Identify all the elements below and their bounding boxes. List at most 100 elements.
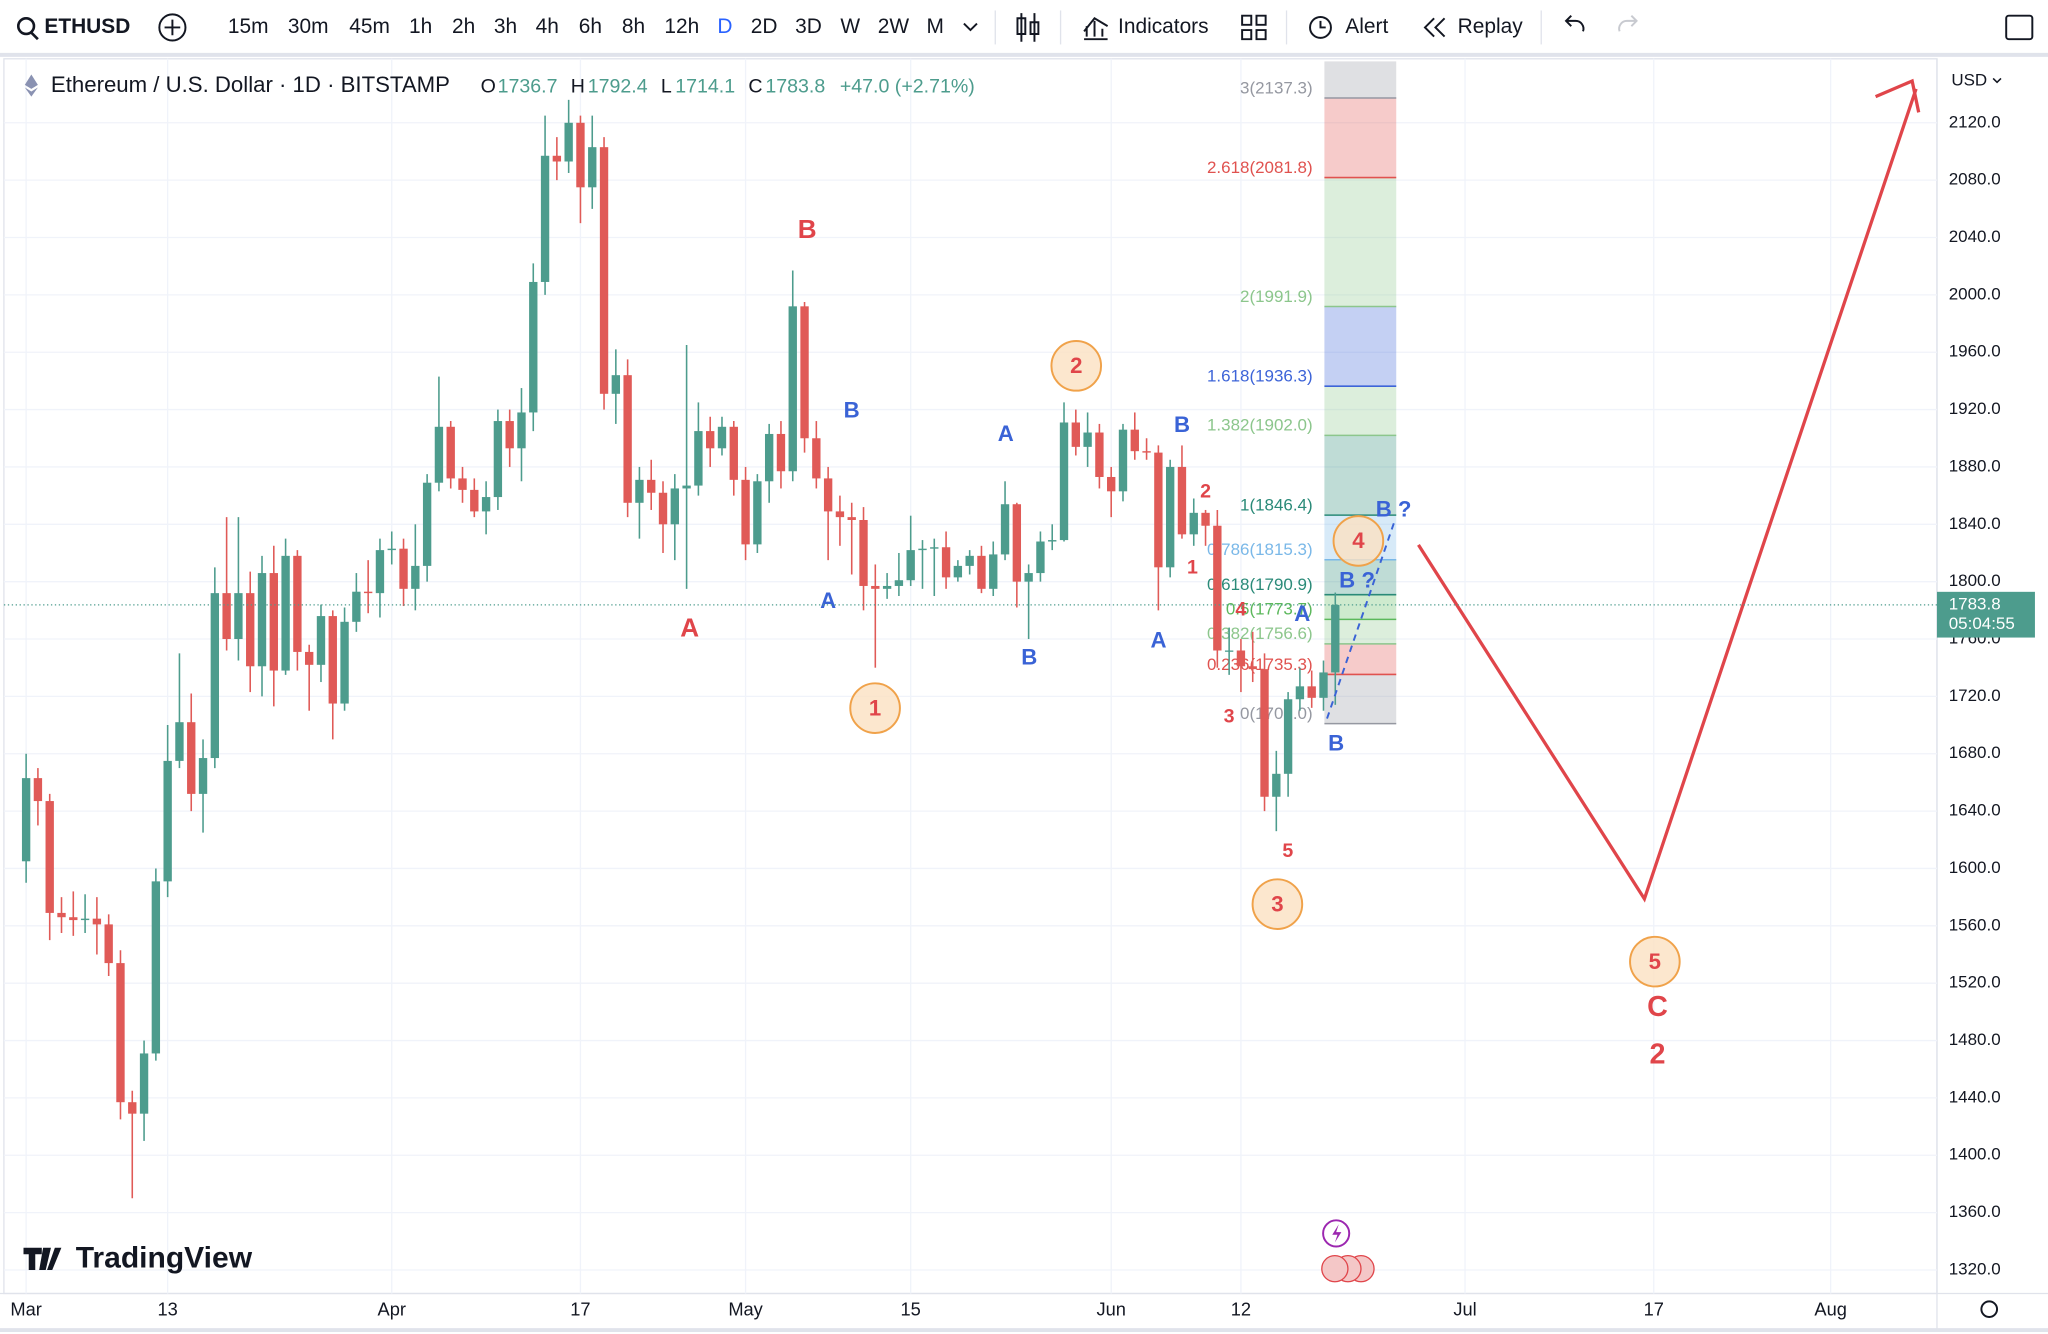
replay[interactable]: Replay — [1458, 15, 1524, 38]
candle-body — [894, 580, 904, 586]
interval[interactable]: 8h — [622, 15, 645, 38]
candle-body — [800, 306, 809, 439]
candle-body — [540, 155, 550, 282]
candle-body — [1059, 422, 1069, 541]
interval[interactable]: M — [926, 15, 943, 38]
symbol[interactable]: ETHUSD — [44, 15, 130, 38]
fib-label: 1.382(1902.0) — [1207, 416, 1313, 435]
candle-body — [246, 593, 255, 667]
interval[interactable]: 12h — [664, 15, 699, 38]
candle-body — [1012, 504, 1022, 582]
candle-body — [257, 573, 267, 667]
x-tick-label: Jul — [1453, 1298, 1476, 1319]
interval[interactable]: 4h — [536, 15, 559, 38]
toolbar-bg — [0, 0, 2048, 55]
candle-body — [764, 433, 774, 482]
interval[interactable]: 1h — [409, 15, 432, 38]
candle-body — [776, 433, 786, 472]
settings[interactable] — [1980, 1300, 1999, 1318]
interval-dropdown[interactable] — [963, 22, 978, 32]
interval[interactable]: 6h — [579, 15, 602, 38]
interval[interactable]: W — [840, 15, 860, 38]
candle-body — [729, 426, 738, 480]
y-tick-label: 1920.0 — [1949, 399, 2001, 418]
candle-body — [234, 593, 243, 640]
candle-body — [222, 593, 231, 640]
y-tick-label: 2040.0 — [1949, 227, 2001, 246]
legend-high: 1792.4 — [588, 76, 648, 98]
candle-body — [1177, 466, 1187, 535]
candle-body — [1071, 422, 1080, 447]
candle-body — [517, 412, 526, 449]
economic-event[interactable] — [1321, 1254, 1349, 1283]
candle-body — [694, 431, 703, 486]
fib-band — [1324, 674, 1397, 724]
candle-body — [340, 621, 349, 704]
currency[interactable]: USD — [1951, 70, 1987, 89]
wave-label: C — [1647, 991, 1668, 1023]
interval[interactable]: D — [717, 15, 732, 38]
fib-band — [1324, 177, 1397, 307]
wave-number: 3 — [1271, 891, 1283, 916]
candle-body — [352, 591, 361, 622]
candle-body — [57, 912, 66, 918]
search-icon[interactable] — [16, 16, 36, 36]
candle-body — [871, 585, 880, 589]
fib-label: 0.5(1773.7) — [1226, 600, 1313, 619]
interval[interactable]: 3D — [795, 15, 822, 38]
event-icon — [1332, 1224, 1342, 1243]
interval[interactable]: 30m — [288, 15, 329, 38]
candle-body — [906, 550, 915, 581]
x-tick-label: Aug — [1814, 1298, 1846, 1319]
undo[interactable] — [1564, 14, 1585, 32]
candle-body — [788, 306, 797, 472]
candle-body — [411, 565, 420, 589]
candle-body — [1165, 466, 1175, 568]
indicators-icon[interactable] — [1083, 17, 1109, 41]
interval[interactable]: 2W — [878, 15, 910, 38]
candle-body — [458, 478, 467, 490]
x-tick-label: 15 — [901, 1298, 921, 1319]
fib-label: 0(1701.0) — [1240, 704, 1313, 723]
interval[interactable]: 2D — [751, 15, 778, 38]
candle-body — [104, 924, 113, 964]
candle-body — [1000, 504, 1010, 555]
candle-body — [753, 481, 762, 545]
x-tick-label: 12 — [1231, 1298, 1251, 1319]
candle-body — [1224, 650, 1234, 652]
alert[interactable]: Alert — [1345, 15, 1388, 38]
wave-label: B — [798, 214, 817, 244]
candle-body — [670, 488, 679, 525]
candle-body — [281, 555, 290, 671]
y-tick-label: 2080.0 — [1949, 170, 2001, 189]
fib-label: 2.618(2081.8) — [1207, 158, 1313, 177]
add-symbol[interactable] — [158, 13, 187, 42]
alert-icon[interactable] — [1309, 16, 1332, 39]
wave-label: 2 — [1649, 1038, 1665, 1070]
y-tick-label: 1720.0 — [1949, 686, 2001, 705]
candle-body — [1201, 512, 1210, 526]
wave-label: A — [820, 588, 836, 613]
y-tick-label: 1360.0 — [1949, 1202, 2001, 1221]
candle-body — [588, 147, 597, 188]
wave-label: B — [1328, 731, 1344, 756]
legend-open: 1736.7 — [498, 76, 558, 98]
alert-icon — [1319, 20, 1326, 29]
projection-line — [1417, 88, 1918, 903]
candle-body — [599, 147, 609, 394]
interval[interactable]: 15m — [228, 15, 269, 38]
drawings — [1326, 78, 1921, 903]
chart-type[interactable] — [1016, 13, 1040, 42]
legend-close: 1783.8 — [765, 76, 825, 98]
indicators[interactable]: Indicators — [1118, 15, 1209, 38]
layouts[interactable] — [1241, 14, 1267, 41]
fullscreen[interactable] — [2005, 14, 2034, 41]
candle-body — [918, 548, 927, 551]
redo[interactable] — [1618, 14, 1638, 32]
candle-body — [576, 122, 585, 188]
y-tick-label: 1480.0 — [1949, 1030, 2001, 1049]
interval[interactable]: 3h — [494, 15, 517, 38]
interval[interactable]: 2h — [452, 15, 475, 38]
interval[interactable]: 45m — [349, 15, 390, 38]
replay-icon[interactable] — [1423, 17, 1446, 38]
